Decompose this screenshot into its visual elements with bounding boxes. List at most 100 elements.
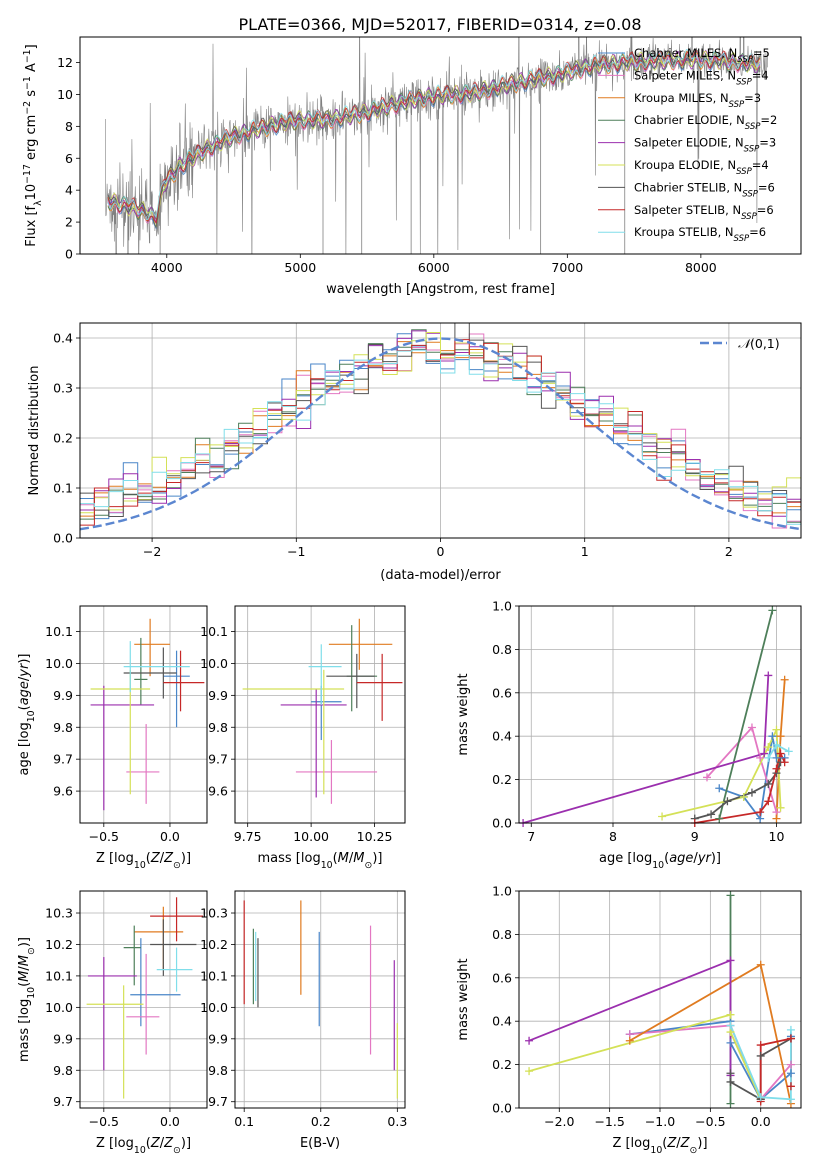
label-part: age [log: [17, 722, 32, 775]
label-part: M: [17, 971, 32, 982]
label-part: age [log: [599, 851, 652, 866]
weight-marker: [776, 749, 785, 758]
legend-count: =3: [744, 91, 761, 105]
y-tick-label: 9.8: [53, 1063, 73, 1078]
weight-marker: [776, 803, 785, 812]
y-axis-label: Flux [fλ10−17 erg cm−2 s−1 A−1]: [22, 44, 44, 246]
label-part: 10: [26, 710, 37, 722]
legend-sub: SSP: [741, 212, 757, 222]
weight-marker: [772, 814, 781, 823]
label-part: age: [17, 681, 32, 705]
legend-label: Chabrier ELODIE, N: [634, 113, 745, 127]
x-tick-label: 8000: [685, 260, 717, 275]
legend-label: Salpeter STELIB, N: [634, 203, 741, 217]
plot-area: [522, 610, 790, 823]
y-tick-label: 0.4: [53, 331, 73, 346]
y-axis-label: mass [log10(M/M⊙)]: [17, 937, 37, 1062]
x-tick-label: 6000: [418, 260, 450, 275]
histogram-steps: [80, 332, 801, 514]
label-part: 10: [24, 184, 39, 201]
y-tick-label: 0.8: [492, 642, 512, 657]
y-tick-label: 10.1: [45, 968, 73, 983]
x-tick-label: 8: [609, 829, 617, 844]
y-axis-label: Normed distribution: [27, 366, 42, 496]
label-part: (: [146, 1136, 151, 1151]
spectrum-model-line: [107, 49, 761, 225]
label-part: −2: [22, 101, 33, 115]
y-tick-label: 0.8: [492, 927, 512, 942]
axes-frame: [518, 890, 802, 1109]
label-part: 10: [26, 987, 37, 999]
legend-sub: SSP: [736, 77, 752, 87]
y-tick-label: 0.4: [492, 1014, 512, 1029]
label-part: Z: [163, 1136, 174, 1151]
weight-marker: [764, 779, 773, 788]
x-axis-label: Z [log10(Z/Z⊙)]: [96, 851, 191, 871]
y-tick-label: 9.8: [208, 1063, 228, 1078]
x-tick-label: 0.1: [234, 1114, 254, 1129]
panel-age-vs-mass: 9.75 10.00 10.25 9.6 9.7 9.8 9.9 10.0 10.1 mass […: [200, 605, 406, 871]
spectrum-model-line: [107, 50, 761, 230]
weight-marker: [723, 797, 732, 806]
legend-entry: Kroupa STELIB, NSSP=6: [634, 225, 766, 244]
label-part: ⊙: [173, 860, 181, 871]
axes-frame: [234, 890, 406, 1109]
weight-marker: [726, 1069, 735, 1078]
y-tick-label: 0.0: [492, 816, 512, 831]
y-tick-label: 9.8: [53, 720, 73, 735]
x-tick-label: 10.00: [293, 829, 329, 844]
x-tick-label: 0.3: [387, 1114, 407, 1129]
legend-entry: Chabrier MILES, NSSP=5: [634, 46, 770, 65]
y-tick-label: 0.0: [492, 1101, 512, 1116]
legend-label: (0,1): [750, 336, 780, 351]
y-tick-label: 10.1: [200, 624, 228, 639]
x-axis-label: Z [log10(Z/Z⊙)]: [96, 1136, 191, 1156]
label-part: )]: [372, 851, 382, 866]
legend-entry: Kroupa ELODIE, NSSP=4: [634, 158, 769, 177]
y-tick-label: 2: [65, 215, 73, 230]
legend-sub: SSP: [744, 145, 760, 155]
label-part: )]: [711, 851, 721, 866]
x-tick-label: 10.25: [357, 829, 393, 844]
x-tick-label: 0.0: [160, 829, 180, 844]
x-tick-label: 2: [725, 544, 733, 559]
label-part: (: [662, 1136, 667, 1151]
label-part: Z: [680, 1136, 691, 1151]
x-axis-label: E(B-V): [300, 1136, 340, 1151]
weight-marker: [786, 1060, 795, 1069]
weight-marker: [726, 1077, 735, 1086]
label-part: /: [693, 851, 698, 866]
label-part: M: [17, 955, 32, 966]
weight-marker: [756, 960, 765, 969]
weight-marker: [756, 808, 765, 817]
y-tick-label: 10.2: [45, 937, 73, 952]
legend-sub: SSP: [737, 55, 753, 65]
y-tick-label: 0.4: [492, 729, 512, 744]
spectrum-model-line: [107, 50, 761, 228]
weight-marker: [772, 725, 781, 734]
weight-line: [694, 751, 786, 823]
x-tick-label: −1.5: [594, 1114, 624, 1129]
legend-label: Salpeter MILES, N: [634, 68, 736, 82]
y-tick-label: 9.7: [208, 1094, 228, 1109]
x-tick-label: −1: [287, 544, 305, 559]
y-tick-label: 9.9: [53, 688, 73, 703]
y-tick-label: 10.3: [45, 906, 73, 921]
weight-marker: [726, 1038, 735, 1047]
legend-count: =5: [753, 46, 770, 60]
legend-count: =6: [757, 203, 774, 217]
label-part: Z: [150, 851, 161, 866]
y-tick-label: 0.2: [492, 772, 512, 787]
y-tick-label: 10.0: [45, 1000, 73, 1015]
panel-weight-vs-Z: −2.0 −1.5 −1.0 −0.5 0.0 0.0 0.2 0.4 0.6 0.8 1.0 Z […: [456, 884, 802, 1156]
weight-marker: [780, 758, 789, 767]
y-tick-label: 10.1: [200, 968, 228, 983]
label-part: /: [160, 1136, 165, 1151]
label-part: λ: [33, 200, 44, 206]
weight-marker: [715, 814, 724, 823]
y-axis-label: mass weight: [456, 958, 471, 1040]
x-tick-label: −1.0: [645, 1114, 675, 1129]
label-part: Z [log: [96, 1136, 134, 1151]
weight-marker: [772, 753, 781, 762]
